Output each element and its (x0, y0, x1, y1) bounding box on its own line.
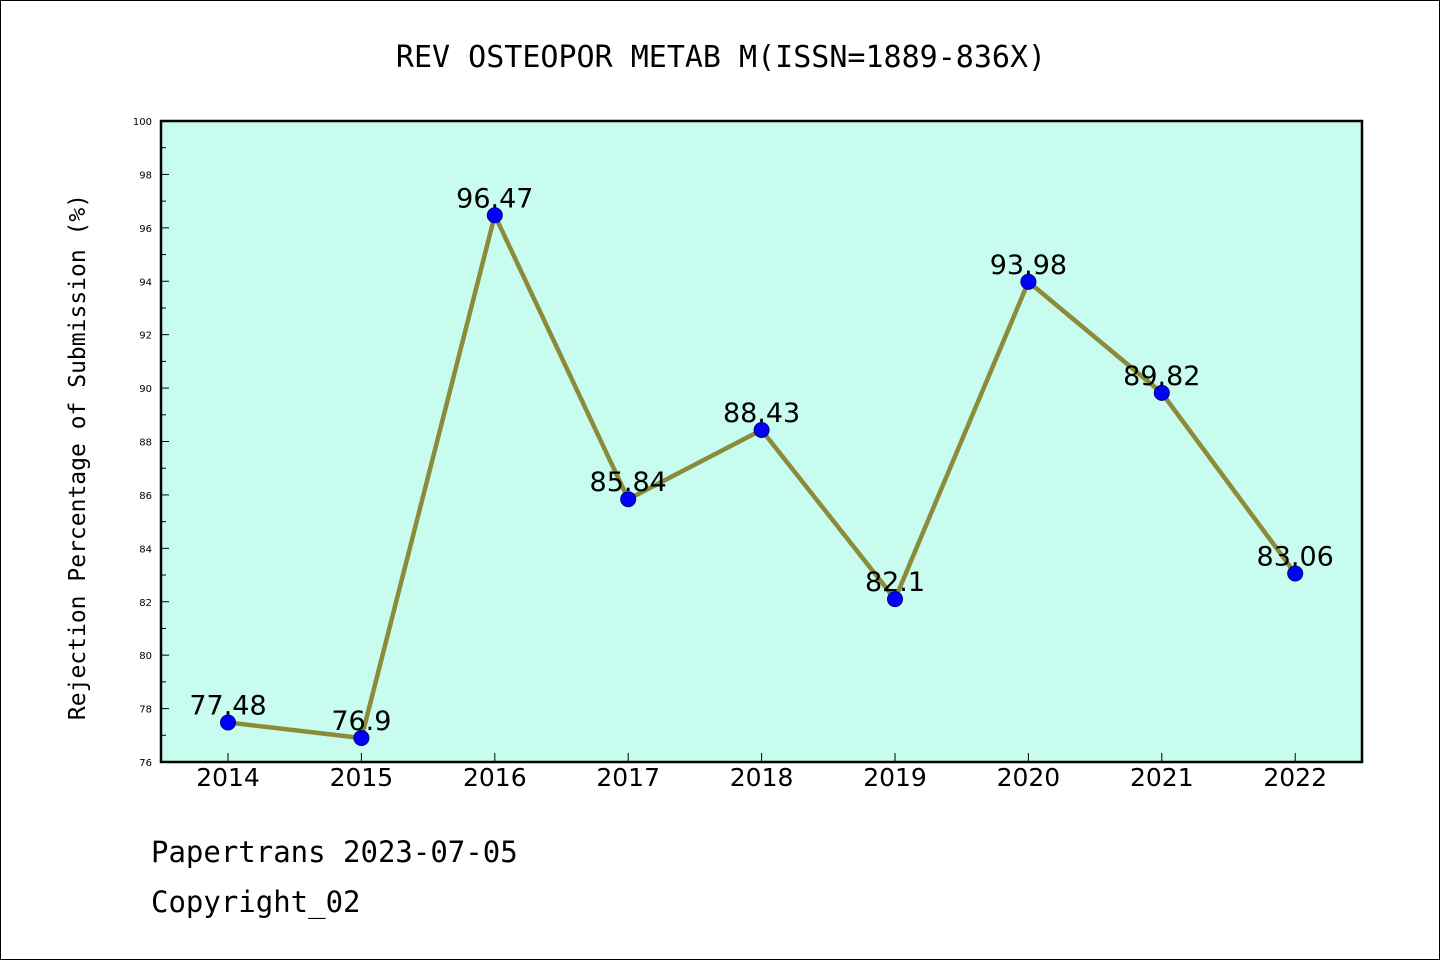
y-tick-label: 76 (139, 758, 152, 769)
y-axis-label: Rejection Percentage of Submission (%) (65, 194, 91, 720)
x-tick-label: 2016 (463, 763, 527, 792)
data-label: 89.82 (1123, 361, 1200, 392)
y-tick-label: 96 (139, 224, 152, 235)
x-tick-label: 2014 (196, 763, 260, 792)
data-label: 96.47 (456, 183, 533, 214)
data-point (620, 491, 637, 508)
data-point (486, 207, 503, 224)
data-label: 83.06 (1257, 541, 1334, 572)
series-group (220, 207, 1304, 746)
y-tick-label: 90 (139, 384, 152, 395)
x-tick-label: 2019 (863, 763, 927, 792)
y-tick-label: 88 (139, 438, 152, 449)
data-label: 77.48 (189, 690, 266, 721)
y-tick-label: 94 (139, 277, 152, 288)
x-tick-label: 2018 (730, 763, 794, 792)
x-tick-label: 2022 (1263, 763, 1327, 792)
x-tick-label: 2020 (997, 763, 1061, 792)
data-point (753, 422, 770, 439)
y-tick-label: 78 (139, 705, 152, 716)
data-label: 93.98 (990, 250, 1067, 281)
data-label: 82.1 (865, 567, 925, 598)
data-label: 76.9 (331, 706, 391, 737)
x-tick-label: 2021 (1130, 763, 1194, 792)
x-tick-label: 2015 (330, 763, 394, 792)
y-tick-label: 86 (139, 491, 152, 502)
x-axis: 2014 2015 2016 2017 2018 2019 2020 2021 2022 (196, 753, 1327, 792)
footer-copyright-text: Copyright_02 (151, 885, 361, 919)
data-point (1020, 273, 1037, 290)
data-point (1287, 565, 1304, 582)
data-label: 88.43 (723, 398, 800, 429)
data-point (887, 591, 903, 608)
y-tick-label: 80 (139, 651, 152, 662)
x-tick-label: 2017 (596, 763, 660, 792)
y-tick-label: 82 (139, 598, 152, 609)
y-axis: 76 78 80 82 84 86 88 90 92 94 96 98 100 (133, 117, 169, 769)
y-tick-label: 100 (133, 117, 152, 128)
footer-date-text: Papertrans 2023-07-05 (151, 835, 518, 869)
data-labels: 77.48 76.9 96.47 85.84 88.43 82.1 93.98 89.82 83… (189, 183, 1333, 737)
data-point (353, 729, 370, 746)
y-tick-label: 92 (139, 331, 152, 342)
data-point (220, 714, 236, 731)
data-label: 85.84 (590, 467, 667, 498)
data-point (1153, 384, 1170, 401)
chart-title: REV OSTEOPOR METAB M(ISSN=1889-836X) (396, 40, 1046, 75)
y-tick-label: 84 (139, 544, 152, 555)
y-tick-label: 98 (139, 170, 152, 181)
plot-area (159, 119, 1364, 764)
